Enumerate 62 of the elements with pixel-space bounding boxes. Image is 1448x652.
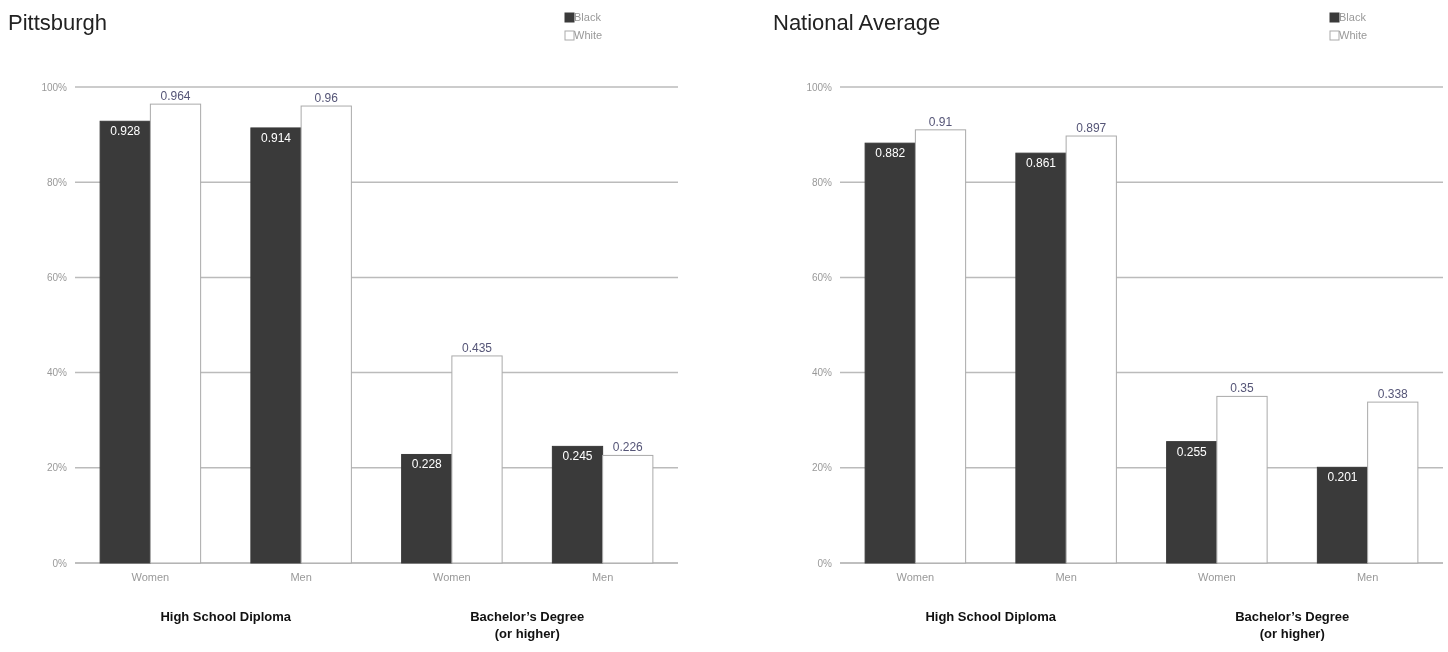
- x-tick-label: Women: [433, 571, 471, 583]
- chart-title: National Average: [773, 10, 941, 35]
- legend-label: White: [574, 29, 603, 41]
- data-label: 0.255: [1176, 444, 1208, 459]
- data-label: 0.226: [612, 440, 644, 455]
- bar: [1166, 441, 1218, 564]
- bar: [99, 120, 151, 564]
- x-tick-label: Women: [896, 571, 935, 583]
- text: Bachelor’s Degree (or higher): [470, 609, 585, 641]
- bar: [1316, 466, 1369, 564]
- data-label: 0.882: [875, 146, 906, 161]
- data-label: 0.861: [1025, 156, 1057, 171]
- x-tick-label: Men: [1055, 571, 1077, 583]
- legend-label: Black: [1339, 11, 1367, 23]
- bar: [1216, 395, 1268, 564]
- x-tick-label: Men: [591, 571, 614, 583]
- y-tick-label: 0%: [52, 557, 68, 569]
- legend-label: Black: [574, 11, 602, 23]
- data-label: 0.201: [1327, 470, 1358, 485]
- bar: [602, 454, 654, 564]
- bar: [1015, 152, 1067, 564]
- y-tick-label: 0%: [817, 557, 833, 569]
- y-tick-label: 80%: [811, 176, 833, 188]
- bar: [551, 445, 604, 564]
- data-label: 0.435: [461, 340, 493, 355]
- y-tick-label: 80%: [46, 176, 68, 188]
- y-tick-label: 100%: [806, 81, 833, 93]
- y-tick-label: 60%: [46, 271, 68, 283]
- bar: [914, 129, 967, 564]
- bar: [1065, 135, 1117, 564]
- legend-label: White: [1339, 29, 1368, 41]
- x-tick-label: Women: [131, 571, 170, 583]
- data-label: 0.228: [411, 457, 443, 472]
- data-label: 0.897: [1076, 121, 1107, 136]
- bar: [250, 127, 302, 564]
- data-label: 0.96: [314, 91, 339, 106]
- y-tick-label: 60%: [811, 271, 833, 283]
- x-tick-label: Men: [290, 571, 312, 583]
- data-label: 0.35: [1230, 381, 1254, 396]
- y-tick-label: 40%: [46, 367, 68, 379]
- y-tick-label: 20%: [46, 462, 68, 474]
- data-label: 0.91: [928, 114, 953, 129]
- chart-title: Pittsburgh: [8, 10, 108, 35]
- text: High School Diploma: [160, 609, 292, 624]
- bar: [149, 103, 202, 564]
- text: Bachelor’s Degree (or higher): [1235, 609, 1350, 641]
- y-tick-label: 100%: [41, 81, 68, 93]
- y-tick-label: 20%: [811, 462, 833, 474]
- bar: [300, 105, 352, 564]
- bar: [1367, 401, 1419, 564]
- data-label: 0.245: [562, 449, 593, 464]
- data-label: 0.338: [1377, 387, 1409, 402]
- text: High School Diploma: [925, 609, 1057, 624]
- y-tick-label: 40%: [811, 367, 833, 379]
- x-tick-label: Women: [1198, 571, 1236, 583]
- bar: [864, 142, 916, 564]
- data-label: 0.914: [260, 130, 292, 145]
- bar: [401, 453, 453, 564]
- bar: [451, 355, 503, 564]
- x-tick-label: Men: [1356, 571, 1379, 583]
- data-label: 0.964: [160, 89, 191, 104]
- data-label: 0.928: [110, 124, 141, 139]
